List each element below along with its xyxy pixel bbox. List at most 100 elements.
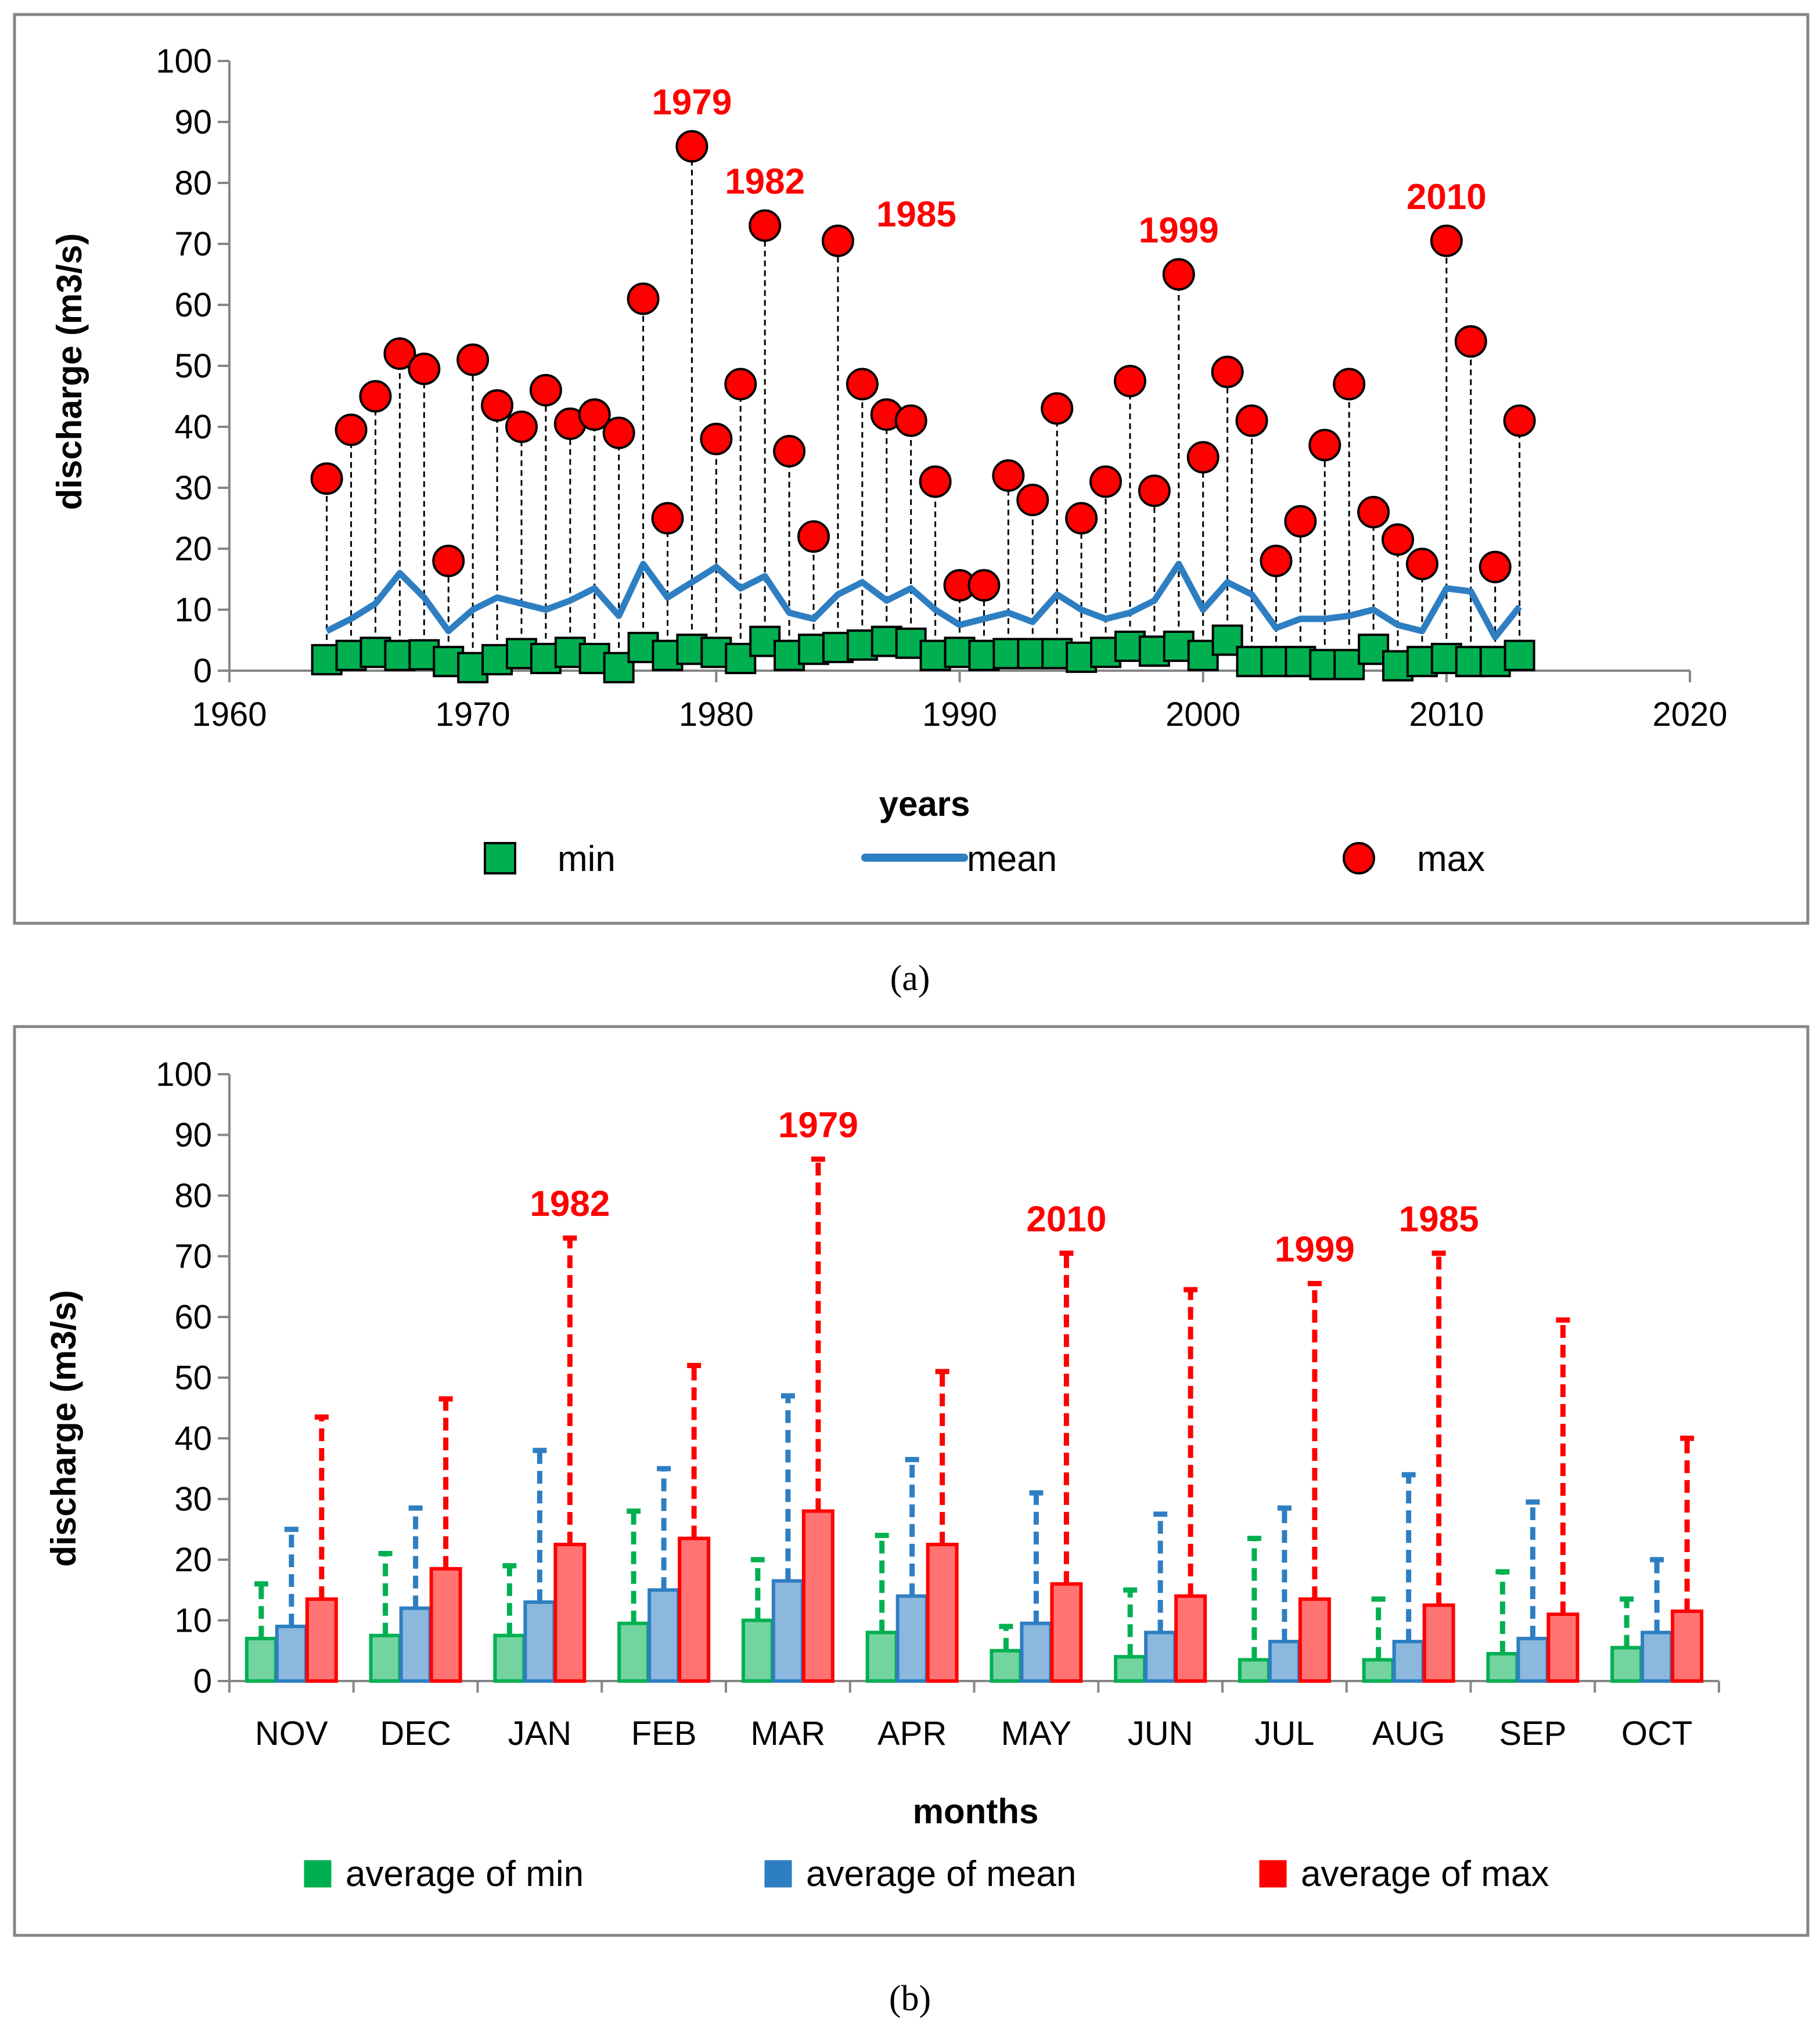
max-point xyxy=(724,368,757,401)
chart-a-max-markers xyxy=(310,130,1536,602)
chart-b-y-tick-label: 50 xyxy=(174,1359,212,1397)
legend-avg-max-marker xyxy=(1259,1860,1287,1888)
bar xyxy=(1362,1658,1395,1683)
max-point xyxy=(967,569,1001,602)
max-point xyxy=(700,423,733,455)
bar xyxy=(399,1606,432,1683)
chart-b-category-label: DEC xyxy=(380,1715,451,1752)
bar xyxy=(1422,1603,1455,1683)
bar xyxy=(429,1567,462,1683)
bar xyxy=(1268,1640,1301,1683)
chart-a-y-axis-title: discharge (m3/s) xyxy=(50,233,89,510)
max-point xyxy=(359,380,392,413)
max-point xyxy=(919,465,952,498)
annotation-label: 1999 xyxy=(1139,211,1219,251)
legend-min-marker xyxy=(484,842,516,874)
legend-avg-mean-marker xyxy=(764,1860,792,1888)
bar xyxy=(865,1631,898,1683)
chart-b-x-axis-title: months xyxy=(913,1792,1039,1831)
panel-b-label: (b) xyxy=(889,1979,931,2018)
max-point xyxy=(1454,325,1487,358)
max-point xyxy=(651,502,684,535)
max-point xyxy=(1065,502,1098,535)
chart-a-x-tick-label: 2010 xyxy=(1409,696,1484,733)
max-point xyxy=(481,389,514,422)
bar xyxy=(771,1579,804,1683)
annotation-label: 1979 xyxy=(652,82,732,123)
chart-a-frame xyxy=(13,13,1810,925)
max-point xyxy=(1284,505,1317,538)
chart-a-y-tick-label: 100 xyxy=(156,42,212,80)
max-point xyxy=(821,224,854,257)
bar xyxy=(369,1633,402,1683)
chart-b-y-tick-label: 60 xyxy=(174,1298,212,1336)
max-point xyxy=(627,282,660,315)
chart-b-y-tick-label: 30 xyxy=(174,1481,212,1518)
bar xyxy=(1298,1597,1331,1683)
chart-a-y-tick-label: 70 xyxy=(174,225,212,263)
bar xyxy=(617,1621,650,1683)
chart-b-y-tick-label: 90 xyxy=(174,1117,212,1154)
max-point xyxy=(1186,441,1220,474)
bar xyxy=(553,1542,587,1683)
max-point xyxy=(992,459,1025,492)
max-point xyxy=(578,398,611,431)
max-point xyxy=(456,343,490,376)
bar xyxy=(1546,1613,1580,1683)
bar xyxy=(244,1636,278,1683)
bar xyxy=(1671,1609,1704,1683)
annotation-label: 1985 xyxy=(1399,1199,1479,1239)
max-point xyxy=(1260,545,1293,577)
bar xyxy=(1516,1636,1549,1683)
max-point xyxy=(1016,484,1049,516)
max-point xyxy=(529,374,562,406)
bar xyxy=(648,1588,681,1683)
max-point xyxy=(334,413,368,447)
max-point xyxy=(797,520,830,553)
bar xyxy=(1610,1646,1643,1683)
max-point xyxy=(1308,429,1341,462)
chart-b-category-label: FEB xyxy=(631,1715,697,1752)
max-point xyxy=(1333,368,1366,401)
chart-a-y-tick-label: 10 xyxy=(174,591,212,629)
chart-a-y-tick-label: 0 xyxy=(193,652,212,690)
chart-b-category-label: MAY xyxy=(1001,1715,1071,1752)
max-point xyxy=(894,404,927,437)
chart-a-x-tick-label: 2000 xyxy=(1166,696,1240,733)
chart-b-y-tick-label: 40 xyxy=(174,1420,212,1457)
max-point xyxy=(1405,548,1438,581)
legend-avg-mean-label: average of mean xyxy=(806,1854,1076,1894)
chart-a-legend: min mean max xyxy=(484,839,1485,879)
bar xyxy=(1144,1631,1177,1683)
max-point xyxy=(432,545,465,577)
max-point xyxy=(1357,496,1390,528)
bar xyxy=(305,1597,338,1683)
bar xyxy=(801,1509,835,1683)
chart-b-category-label: SEP xyxy=(1499,1715,1566,1752)
max-point xyxy=(1041,392,1074,425)
legend-avg-min-marker xyxy=(304,1860,332,1888)
chart-b-y-tick-label: 0 xyxy=(193,1662,212,1700)
bar xyxy=(741,1618,774,1683)
chart-b-category-label: NOV xyxy=(255,1715,328,1752)
chart-b-category-label: JAN xyxy=(508,1715,572,1752)
chart-a-x-axis-title: years xyxy=(879,784,970,823)
chart-a-y-tick-label: 40 xyxy=(174,408,212,446)
chart-b-legend: average of min average of mean average o… xyxy=(304,1854,1549,1894)
max-point xyxy=(846,368,879,401)
annotation-label: 1982 xyxy=(725,162,805,202)
bar xyxy=(1641,1631,1674,1683)
chart-b-y-tick-label: 100 xyxy=(156,1056,212,1093)
chart-a-x-tick-label: 1960 xyxy=(192,696,267,733)
chart-b-y-tick-label: 80 xyxy=(174,1177,212,1215)
max-point xyxy=(602,416,635,449)
bar xyxy=(1020,1621,1053,1683)
bar xyxy=(895,1594,929,1683)
chart-a-annotations: 1979 1982 1985 1999 2010 xyxy=(652,82,1486,251)
chart-b-category-label: AUG xyxy=(1372,1715,1445,1752)
chart-a-x-tick-label: 1970 xyxy=(436,696,510,733)
annotation-label: 1999 xyxy=(1275,1230,1355,1270)
chart-b-frame xyxy=(13,1025,1810,1937)
bar xyxy=(1114,1655,1147,1683)
